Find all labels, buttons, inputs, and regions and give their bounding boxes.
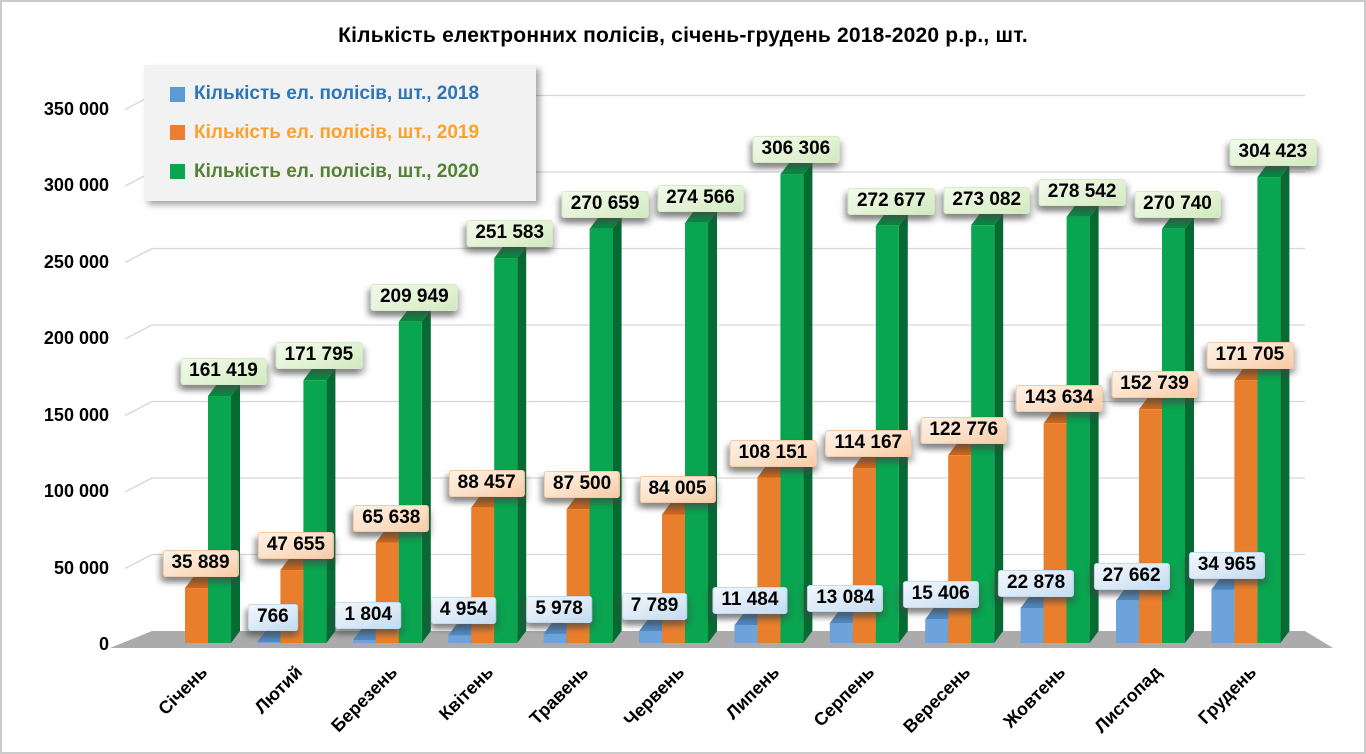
gridline-stub	[124, 247, 153, 264]
bar-2020-Червень-top	[685, 210, 717, 223]
legend-swatch-2019-icon	[170, 125, 185, 141]
gridline-stub	[124, 553, 153, 570]
bar-2018-Липень	[734, 625, 758, 643]
gridline-stub	[124, 400, 153, 417]
bar-2018-Червень	[639, 631, 662, 643]
legend-label-2020: Кількість ел. полісів, шт., 2020	[194, 160, 480, 182]
bar-2020-Вересень-side	[994, 213, 1004, 643]
legend-item-2018: Кількість ел. полісів, шт., 2018	[170, 83, 536, 105]
bar-2020-Травень-side	[612, 216, 622, 643]
bar-2020-Липень-side	[803, 162, 813, 644]
bar-2020-Липень	[780, 174, 804, 644]
bar-2020-Квітень-side	[517, 246, 527, 643]
bar-2020-Грудень	[1257, 177, 1281, 644]
bar-2020-Січень	[208, 396, 231, 643]
legend-item-2020: Кількість ел. полісів, шт., 2020	[170, 161, 536, 183]
bar-2019-Червень	[662, 514, 685, 643]
bar-2019-Серпень	[852, 468, 876, 643]
bar-2019-Жовтень	[1043, 423, 1067, 643]
bar-2020-Березень-top	[398, 309, 431, 322]
bar-2020-Лютий-side	[326, 368, 336, 643]
legend-swatch-2020-icon	[170, 164, 185, 180]
bar-2018-Вересень	[925, 619, 949, 643]
bar-2019-Січень	[185, 588, 208, 643]
bar-2020-Березень-side	[421, 309, 431, 643]
bar-2020-Грудень-side	[1280, 165, 1290, 644]
bar-2018-Листопад	[1116, 600, 1139, 643]
bar-2020-Лютий	[303, 380, 327, 643]
bar-2020-Вересень	[971, 225, 995, 643]
legend-label-2019: Кількість ел. полісів, шт., 2019	[194, 121, 480, 143]
legend-label-2018: Кількість ел. полісів, шт., 2018	[194, 83, 480, 105]
bar-2020-Листопад-side	[1185, 216, 1194, 643]
bar-2019-Липень	[757, 477, 781, 643]
gridline-stub	[124, 324, 153, 340]
bar-2020-Січень-side	[231, 384, 240, 643]
bar-2020-Лютий-top	[303, 368, 336, 381]
bar-2019-Листопад	[1139, 409, 1162, 643]
chart-title: Кількість електронних полісів, січень-гр…	[338, 24, 1028, 47]
bar-2020-Вересень-top	[971, 213, 1004, 226]
bar-2018-Грудень	[1211, 589, 1235, 643]
bar-2019-Грудень	[1234, 380, 1258, 643]
gridline-stub	[124, 477, 153, 493]
bar-2020-Червень-side	[708, 210, 717, 644]
bar-2018-Жовтень	[1020, 607, 1044, 643]
bar-2020-Листопад	[1162, 228, 1185, 643]
bar-2018-Березень	[352, 640, 376, 643]
bar-2020-Листопад-top	[1162, 216, 1194, 229]
bar-2020-Жовтень-top	[1066, 204, 1099, 217]
bar-2018-Травень	[543, 633, 567, 643]
bar-2020-Квітень	[494, 258, 518, 643]
bar-2020-Жовтень	[1066, 216, 1090, 643]
bar-2020-Березень	[398, 321, 422, 643]
bar-2020-Серпень-side	[898, 213, 908, 643]
bar-2019-Лютий	[280, 570, 304, 643]
bar-2019-Березень	[375, 542, 399, 643]
legend-item-2019: Кількість ел. полісів, шт., 2019	[170, 122, 536, 144]
bar-2020-Серпень-top	[875, 213, 908, 226]
bar-2020-Серпень	[875, 225, 899, 643]
bar-2020-Травень	[589, 228, 613, 643]
bar-2020-Грудень-top	[1257, 165, 1290, 178]
bar-2018-Серпень	[829, 622, 853, 643]
bar-2020-Червень	[685, 222, 708, 644]
bar-2020-Травень-top	[589, 216, 622, 229]
bar-2018-Квітень	[448, 635, 472, 643]
bar-2020-Січень-top	[208, 384, 240, 397]
legend: Кількість ел. полісів, шт., 2018 Кількіст…	[144, 65, 536, 201]
bar-2020-Липень-top	[780, 162, 813, 175]
bar-2019-Квітень	[471, 507, 495, 643]
bar-2019-Вересень	[948, 455, 972, 643]
bar-2020-Жовтень-side	[1089, 204, 1099, 643]
bar-2018-Лютий	[257, 641, 281, 643]
bar-2020-Квітень-top	[494, 246, 527, 259]
bar-2019-Травень	[566, 509, 590, 643]
legend-swatch-2018-icon	[170, 86, 185, 102]
